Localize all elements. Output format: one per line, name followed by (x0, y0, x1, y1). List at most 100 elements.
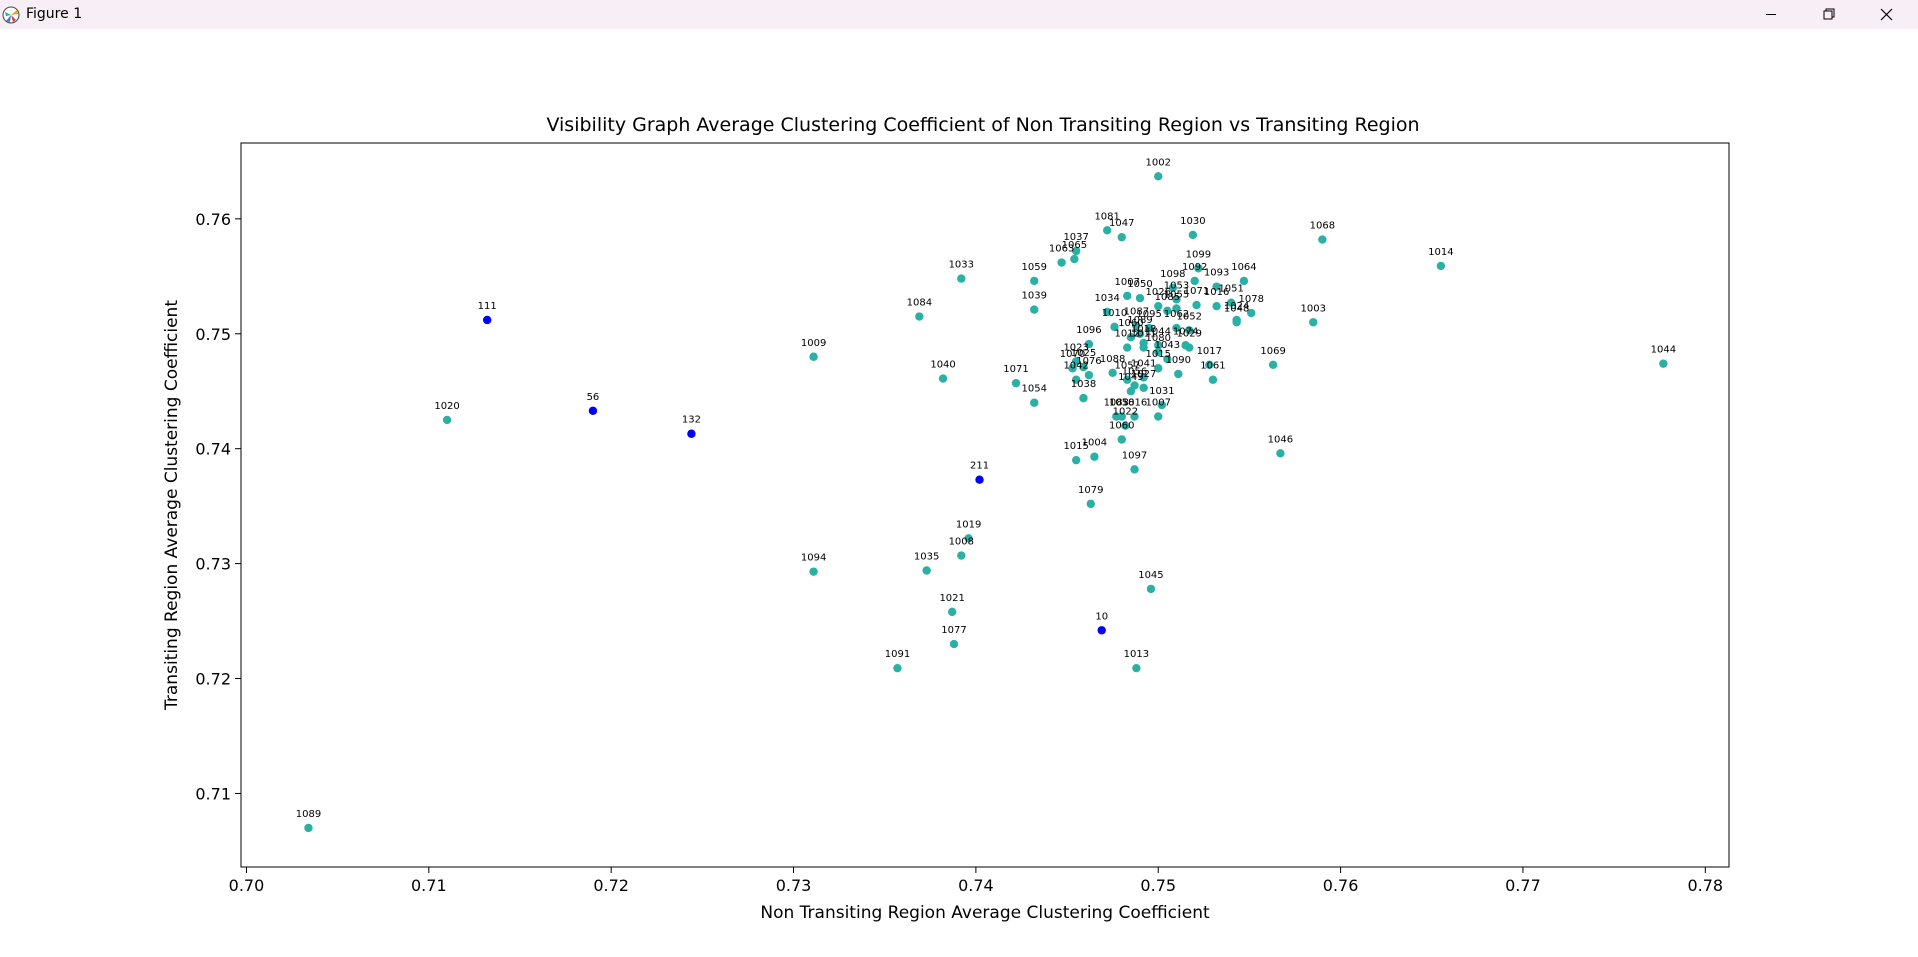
data-point-label: 1077 (941, 625, 966, 636)
data-point-label: 1065 (1062, 240, 1087, 251)
data-point (1163, 354, 1172, 364)
data-point (1139, 373, 1148, 382)
data-point-label: 1076 (1076, 356, 1101, 367)
data-point (975, 475, 984, 484)
data-point-label: 1087 (1124, 307, 1149, 318)
minimize-button[interactable] (1742, 0, 1800, 29)
data-point (1163, 306, 1172, 315)
data-point (922, 566, 931, 575)
data-point-label: 1002 (1146, 157, 1171, 168)
data-point-label: 1019 (956, 519, 981, 530)
data-point (1057, 258, 1066, 267)
data-point-label: 1040 (930, 360, 955, 371)
data-point (957, 274, 966, 283)
data-point (482, 315, 492, 325)
data-point-label: 1045 (1138, 570, 1163, 581)
data-point (809, 567, 818, 576)
data-point-label: 1097 (1122, 450, 1147, 461)
data-point (1185, 326, 1194, 335)
data-point (1135, 329, 1145, 338)
data-point-label: 1044 (1651, 345, 1676, 356)
data-point-label: 1007 (1146, 398, 1171, 409)
x-tick-label: 0.78 (1687, 876, 1723, 895)
data-point (1071, 375, 1081, 384)
data-point (1172, 304, 1181, 313)
data-point (1130, 412, 1139, 421)
data-point-label: 1064 (1231, 262, 1256, 273)
data-point (1132, 663, 1141, 673)
data-point (1108, 368, 1117, 378)
data-point-label: 1009 (801, 338, 826, 349)
scatter-chart: Visibility Graph Average Clustering Coef… (162, 114, 1730, 923)
data-point-label: 1004 (1082, 438, 1107, 449)
data-point (1117, 435, 1126, 444)
data-point (1268, 360, 1278, 369)
data-point (1068, 364, 1077, 373)
data-point-label: 1020 (434, 401, 459, 412)
data-point-label: 1015 (1146, 349, 1171, 360)
data-point (1110, 322, 1119, 332)
data-point (938, 374, 948, 383)
data-point (1185, 343, 1194, 352)
data-point (1208, 375, 1218, 384)
data-point (1102, 226, 1112, 235)
data-point (1071, 357, 1081, 366)
data-point (1084, 370, 1094, 380)
data-point (1212, 301, 1221, 311)
data-point-label: 1011 (1131, 329, 1156, 340)
data-point (1130, 465, 1139, 474)
data-point (1190, 276, 1199, 286)
data-point-label: 56 (587, 392, 600, 403)
data-point-label: 1083 (1104, 398, 1129, 409)
data-point-label: 1050 (1127, 279, 1152, 290)
y-tick-label: 0.73 (195, 555, 231, 574)
data-point (1079, 362, 1088, 372)
data-point (1188, 230, 1198, 240)
x-axis-label: Non Transiting Region Average Clustering… (760, 903, 1210, 923)
data-point-label: 1017 (1197, 346, 1222, 357)
data-point-label: 1031 (1149, 386, 1174, 397)
data-point-label: 1021 (939, 593, 964, 604)
data-point-label: 1055 (1164, 289, 1189, 300)
data-point-label: 1084 (907, 298, 932, 309)
y-axis-ticks: 0.71 0.72 0.73 0.74 0.75 0.76 (195, 210, 241, 803)
data-point-label: 1048 (1224, 303, 1249, 314)
data-point-label: 1034 (1094, 293, 1119, 304)
data-point-label: 1060 (1118, 318, 1143, 329)
data-point-label: 1030 (1180, 216, 1205, 227)
data-point (1172, 295, 1181, 304)
data-point-label: 1039 (1022, 291, 1047, 302)
data-point (1309, 318, 1318, 327)
matplotlib-logo-icon (2, 6, 20, 24)
x-tick-label: 0.72 (593, 876, 629, 895)
data-point-label: 1044 (1146, 326, 1171, 337)
data-point (1139, 383, 1148, 392)
data-point (1194, 264, 1203, 273)
x-tick-label: 0.75 (1140, 876, 1176, 895)
restore-button[interactable] (1800, 0, 1858, 29)
data-point-label: 1056 (1122, 366, 1147, 377)
data-point-label: 1042 (1063, 361, 1088, 372)
data-point-label: 1016 (1204, 287, 1229, 298)
data-point (1157, 400, 1167, 410)
data-point-label: 1081 (1094, 211, 1119, 222)
data-point-label: 211 (970, 461, 989, 472)
data-point-label: 1024 (1224, 301, 1249, 312)
data-point-label: 1078 (1239, 294, 1264, 305)
data-point-label: 1054 (1022, 384, 1047, 395)
data-point-label: 1079 (1078, 485, 1103, 496)
data-point (1011, 378, 1021, 388)
x-tick-label: 0.70 (229, 876, 265, 895)
data-point (1132, 321, 1141, 330)
data-point (947, 607, 957, 617)
data-point-label: 1013 (1124, 649, 1149, 660)
data-point-label: 1052 (1177, 311, 1202, 322)
data-point (1030, 276, 1039, 286)
x-axis-ticks: 0.70 0.71 0.72 0.73 0.74 0.75 0.76 0.77 0.78 (229, 867, 1723, 895)
data-point-label: 1014 (1428, 247, 1453, 258)
data-point-label: 1010 (1102, 308, 1127, 319)
data-point (1090, 452, 1099, 461)
data-point-label: 1096 (1076, 325, 1101, 336)
close-button[interactable] (1858, 0, 1916, 29)
